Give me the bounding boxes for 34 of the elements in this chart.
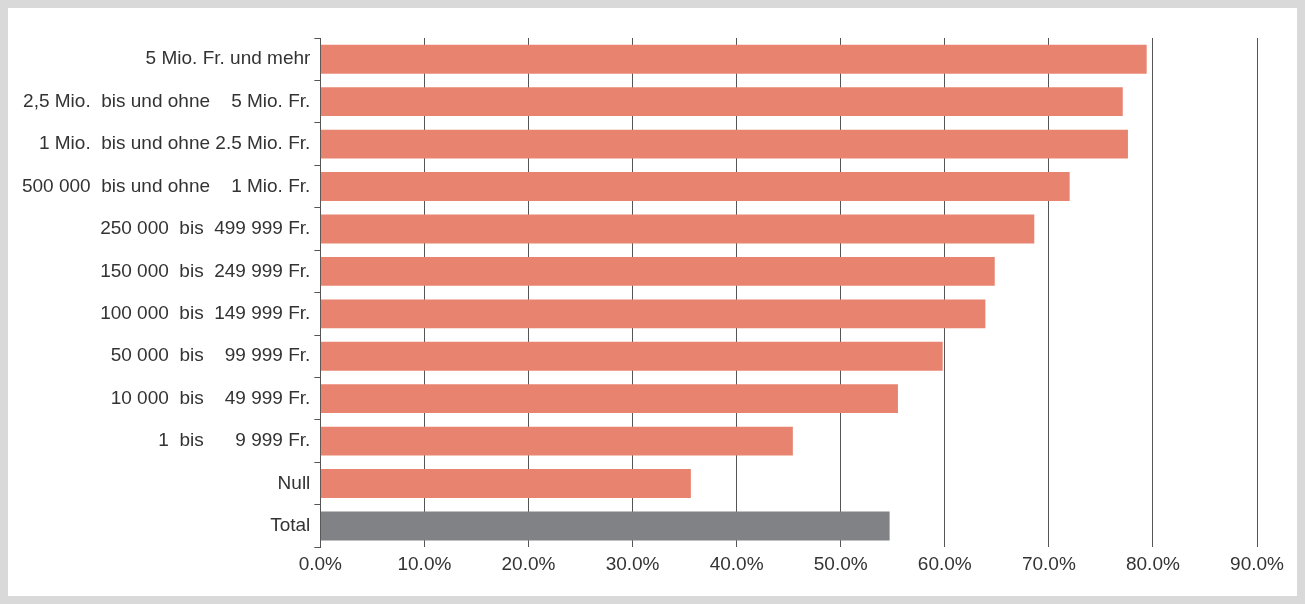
y-tick-label: 50 000 bis 99 999 Fr. — [110, 344, 311, 366]
x-tick-label: 60.0% — [917, 552, 972, 574]
y-tick-label: 250 000 bis 499 999 Fr. — [100, 217, 311, 239]
x-tick-label: 80.0% — [1125, 552, 1180, 574]
bar — [320, 172, 1070, 201]
y-tick-label: 1 Mio. bis und ohne 2.5 Mio. Fr. — [38, 132, 311, 154]
x-tick-label: 20.0% — [501, 552, 556, 574]
bar — [320, 469, 691, 498]
y-tick-label: 100 000 bis 149 999 Fr. — [100, 302, 311, 324]
bar — [320, 44, 1147, 74]
x-tick-label: 10.0% — [397, 552, 452, 574]
y-tick-label: 5 Mio. Fr. und mehr — [145, 47, 312, 69]
bar — [320, 426, 793, 456]
y-tick-label: Total — [270, 514, 311, 536]
x-tick-label: 90.0% — [1230, 552, 1285, 574]
bar — [320, 511, 890, 541]
y-tick-label: 150 000 bis 249 999 Fr. — [100, 259, 311, 281]
bar — [320, 129, 1128, 159]
bar — [320, 384, 898, 414]
bar — [320, 87, 1123, 117]
bar — [320, 299, 986, 329]
x-tick-label: 50.0% — [813, 552, 868, 574]
y-tick-label: Null — [277, 471, 311, 493]
y-tick-label: 2,5 Mio. bis und ohne 5 Mio. Fr. — [23, 89, 311, 111]
bar — [320, 256, 995, 286]
y-tick-label: 1 bis 9 999 Fr. — [158, 429, 311, 451]
x-tick-label: 0.0% — [298, 552, 343, 574]
x-tick-label: 70.0% — [1021, 552, 1076, 574]
bar — [320, 341, 943, 371]
y-tick-label: 500 000 bis und ohne 1 Mio. Fr. — [21, 174, 311, 196]
y-tick-label: 10 000 bis 49 999 Fr. — [110, 386, 311, 408]
bar — [320, 214, 1035, 244]
x-tick-label: 40.0% — [709, 552, 764, 574]
x-tick-label: 30.0% — [605, 552, 660, 574]
